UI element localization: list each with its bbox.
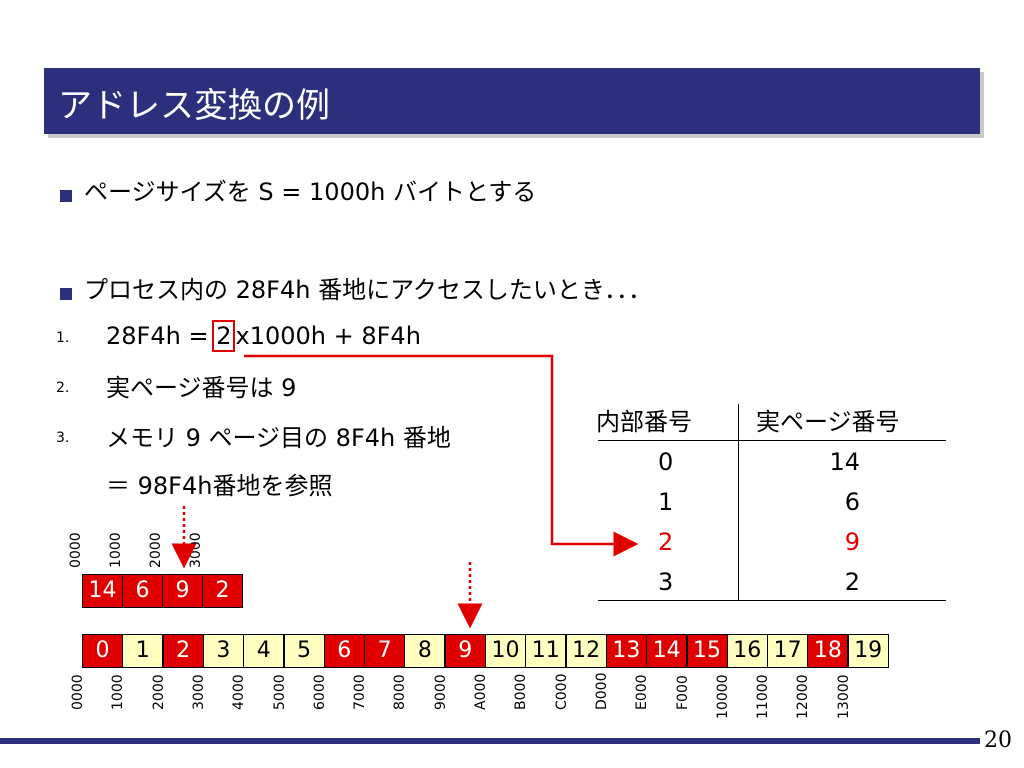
- step-number: 3.: [56, 430, 70, 446]
- memory-page-cell: 1: [122, 634, 164, 668]
- memory-page-cell: 16: [726, 634, 768, 668]
- page-table-internal-cell: 3: [658, 568, 674, 596]
- memory-address-label: 4000: [231, 674, 248, 710]
- memory-page-cell: 3: [202, 634, 244, 668]
- memory-page-cell: 14: [646, 634, 688, 668]
- memory-page-cell: 4: [243, 634, 285, 668]
- memory-address-label: 13000: [835, 674, 852, 719]
- memory-address-label: 12000: [795, 674, 812, 719]
- bullet-marker: [60, 288, 72, 300]
- page-table-internal-cell: 1: [658, 488, 674, 516]
- step-1: 28F4h = 2 x1000h + 8F4h: [106, 320, 421, 352]
- small-table-cell: 2: [202, 574, 243, 608]
- page-table-real-cell: 6: [844, 488, 860, 516]
- small-table-address: 1000: [108, 532, 124, 568]
- memory-page-cell: 12: [565, 634, 607, 668]
- memory-page-cell: 2: [162, 634, 204, 668]
- memory-page-cell: 9: [444, 634, 486, 668]
- memory-address-label: C000: [553, 673, 570, 711]
- step-1-highlight: 2: [212, 320, 236, 352]
- page-table-header-internal: 内部番号: [596, 408, 692, 436]
- step-3: メモリ 9 ページ目の 8F4h 番地: [106, 424, 451, 452]
- memory-address-label: 6000: [311, 674, 328, 710]
- memory-address-label: D000: [593, 672, 610, 710]
- page-table-internal-cell: 2: [658, 528, 674, 556]
- memory-address-label: 8000: [392, 674, 409, 710]
- memory-page-cell: 8: [404, 634, 446, 668]
- page-table-real-cell: 14: [829, 448, 860, 476]
- page-table-header-line: [598, 440, 946, 441]
- memory-page-cell: 7: [364, 634, 406, 668]
- step-3-continuation: ＝ 98F4h番地を参照: [106, 472, 333, 500]
- memory-address-label: 5000: [271, 674, 288, 710]
- page-table-internal-cell: 0: [658, 448, 674, 476]
- step-number: 1.: [56, 330, 70, 346]
- page-table-column-divider: [738, 404, 739, 600]
- memory-address-label: 3000: [190, 674, 207, 710]
- small-table-address: 0000: [68, 532, 84, 568]
- memory-page-cell: 13: [605, 634, 647, 668]
- memory-address-label: 11000: [755, 674, 772, 719]
- page-table-real-cell: 2: [844, 568, 860, 596]
- small-table-cell: 14: [82, 574, 123, 608]
- bullet-marker: [60, 190, 72, 202]
- step-1-part-a: 28F4h =: [106, 322, 217, 350]
- page-title: アドレス変換の例: [58, 86, 330, 126]
- memory-page-cell: 19: [847, 634, 889, 668]
- memory-page-cell: 0: [82, 634, 123, 668]
- memory-page-cell: 17: [767, 634, 809, 668]
- memory-address-label: 1000: [110, 674, 127, 710]
- small-table-address: 3000: [188, 532, 204, 568]
- small-table-cell: 9: [162, 574, 203, 608]
- step-2: 実ページ番号は 9: [106, 374, 297, 402]
- memory-page-cell: 6: [323, 634, 365, 668]
- bullet-access: プロセス内の 28F4h 番地にアクセスしたいとき．．．: [84, 276, 653, 304]
- memory-address-label: F000: [674, 675, 691, 710]
- small-table-address: 2000: [148, 532, 164, 568]
- title-bar: アドレス変換の例: [44, 68, 980, 134]
- small-table-cell: 6: [122, 574, 163, 608]
- memory-page-cell: 5: [283, 634, 325, 668]
- page-table-header-real: 実ページ番号: [756, 408, 900, 436]
- footer-line: [0, 738, 980, 744]
- memory-address-label: 10000: [714, 674, 731, 719]
- memory-page-cell: 15: [686, 634, 728, 668]
- step-1-part-b: x1000h + 8F4h: [235, 322, 421, 350]
- bullet-page-size: ページサイズを S = 1000h バイトとする: [84, 178, 537, 206]
- memory-address-label: 0000: [70, 674, 86, 710]
- memory-address-label: 2000: [150, 674, 167, 710]
- memory-address-label: 7000: [352, 674, 369, 710]
- step-number: 2.: [56, 380, 70, 396]
- memory-address-label: A000: [473, 673, 489, 710]
- memory-page-cell: 10: [485, 634, 526, 668]
- memory-address-label: 9000: [432, 674, 449, 710]
- memory-page-cell: 11: [525, 634, 567, 668]
- page-table-real-cell: 9: [844, 528, 860, 556]
- page-table-bottom-line: [598, 600, 946, 601]
- memory-page-cell: 18: [807, 634, 849, 668]
- memory-address-label: E000: [634, 674, 651, 710]
- page-number: 20: [984, 728, 1012, 753]
- memory-address-label: B000: [513, 673, 530, 710]
